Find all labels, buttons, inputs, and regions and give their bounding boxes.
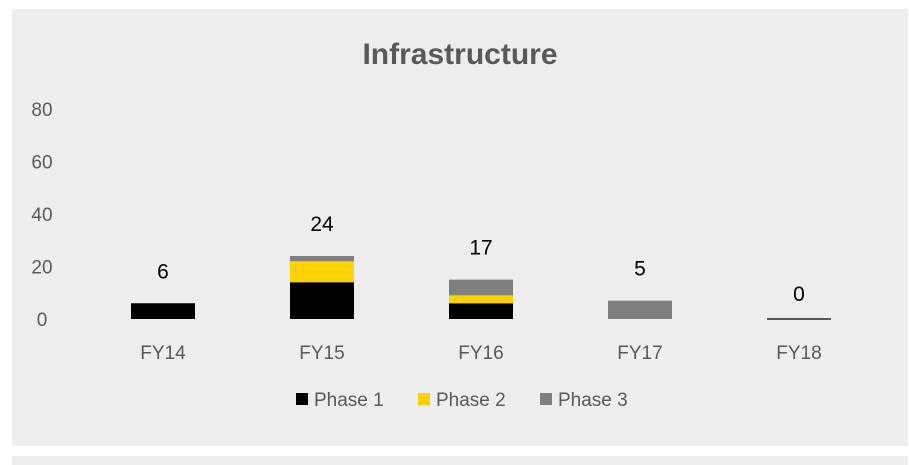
legend-label: Phase 1 <box>314 390 384 411</box>
legend-swatch <box>296 393 308 405</box>
data-label: 17 <box>469 237 492 260</box>
bars <box>131 256 831 320</box>
bottom-strip <box>12 456 908 465</box>
y-tick-label: 80 <box>31 100 52 121</box>
data-label: 0 <box>793 283 805 306</box>
x-tick-label: FY17 <box>617 343 662 364</box>
y-tick-label: 60 <box>31 153 52 174</box>
y-axis: 0 20 40 60 80 <box>31 100 52 331</box>
bar-segment <box>608 300 672 319</box>
bar-segment <box>290 282 354 319</box>
data-label: 24 <box>310 213 334 236</box>
legend-label: Phase 3 <box>558 390 628 411</box>
legend-swatch <box>418 393 430 405</box>
data-label: 6 <box>157 260 169 283</box>
bar-segment <box>449 279 513 296</box>
bar-segment <box>290 261 354 283</box>
bar-segment <box>131 303 195 319</box>
x-tick-label: FY18 <box>776 343 821 364</box>
x-tick-label: FY14 <box>140 343 186 364</box>
legend-swatch <box>540 393 552 405</box>
bar-segment <box>449 295 513 304</box>
chart-title: Infrastructure <box>362 38 557 71</box>
chart-panel: Infrastructure 0 20 40 60 80 6 24 17 5 0 FY14 FY1… <box>12 9 908 446</box>
x-tick-label: FY15 <box>299 343 344 364</box>
y-tick-label: 40 <box>31 205 52 226</box>
x-tick-label: FY16 <box>458 343 503 364</box>
bar-segment <box>449 303 513 319</box>
legend: Phase 1 Phase 2 Phase 3 <box>296 390 628 411</box>
data-label: 5 <box>634 258 646 281</box>
y-tick-label: 20 <box>31 258 52 279</box>
y-tick-label: 0 <box>37 310 48 331</box>
bar-segment <box>290 256 354 262</box>
x-axis: FY14 FY15 FY16 FY17 FY18 <box>140 343 821 364</box>
data-labels: 6 24 17 5 0 <box>157 213 805 306</box>
legend-label: Phase 2 <box>436 390 506 411</box>
